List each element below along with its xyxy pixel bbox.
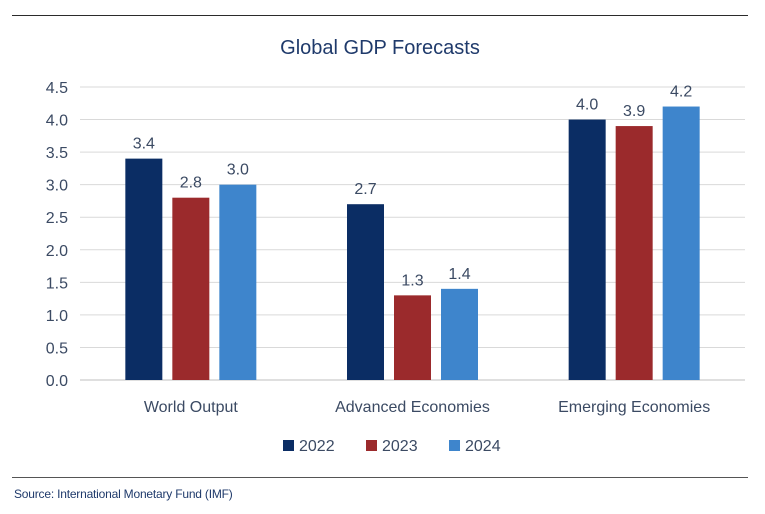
data-label: 3.9: [623, 103, 645, 120]
data-label: 4.2: [670, 84, 692, 101]
bar-2022: [568, 119, 606, 381]
bar-2023: [172, 197, 210, 380]
legend: 2022 2023 2024: [283, 438, 501, 455]
legend-label: 2024: [465, 438, 501, 455]
y-tick-label: 0.5: [46, 340, 68, 357]
y-tick-label: 0.0: [46, 373, 68, 390]
data-labels: 3.4 2.8 3.0 2.7 1.3 1.4 4.0 3.9 4.2: [133, 84, 693, 290]
bar-2024: [662, 106, 700, 381]
legend-swatch-2024: [449, 440, 460, 451]
y-tick-label: 4.5: [46, 80, 68, 97]
y-tick-label: 1.0: [46, 308, 68, 325]
bars: [125, 106, 700, 381]
legend-label: 2022: [299, 438, 335, 455]
bar-2024: [441, 288, 478, 380]
data-label: 2.7: [354, 181, 376, 198]
top-rule: [12, 15, 748, 16]
x-category-label: Advanced Economies: [335, 399, 490, 416]
data-label: 2.8: [180, 175, 202, 192]
bar-2022: [347, 204, 384, 380]
y-tick-label: 4.0: [46, 113, 68, 130]
bottom-rule: [12, 477, 748, 478]
data-label: 3.4: [133, 136, 155, 153]
legend-swatch-2023: [366, 440, 377, 451]
data-label: 4.0: [576, 97, 598, 114]
bar-2023: [394, 295, 431, 380]
bar-2022: [125, 158, 163, 380]
x-category-label: World Output: [144, 399, 239, 416]
y-tick-label: 3.0: [46, 178, 68, 195]
legend-label: 2023: [382, 438, 418, 455]
data-label: 3.0: [227, 162, 249, 179]
y-tick-label: 3.5: [46, 145, 68, 162]
bar-2023: [615, 126, 653, 380]
bar-2024: [219, 184, 257, 380]
y-tick-label: 2.5: [46, 210, 68, 227]
x-category-label: Emerging Economies: [558, 399, 710, 416]
x-axis: World Output Advanced Economies Emerging E…: [144, 399, 710, 416]
legend-swatch-2022: [283, 440, 294, 451]
y-tick-label: 2.0: [46, 243, 68, 260]
chart-title: Global GDP Forecasts: [280, 37, 480, 59]
data-label: 1.3: [401, 272, 423, 289]
y-tick-label: 1.5: [46, 275, 68, 292]
y-axis: 0.0 0.5 1.0 1.5 2.0 2.5 3.0 3.5 4.0 4.5: [46, 80, 68, 390]
data-label: 1.4: [448, 266, 470, 283]
source-note: Source: International Monetary Fund (IMF…: [14, 487, 233, 501]
